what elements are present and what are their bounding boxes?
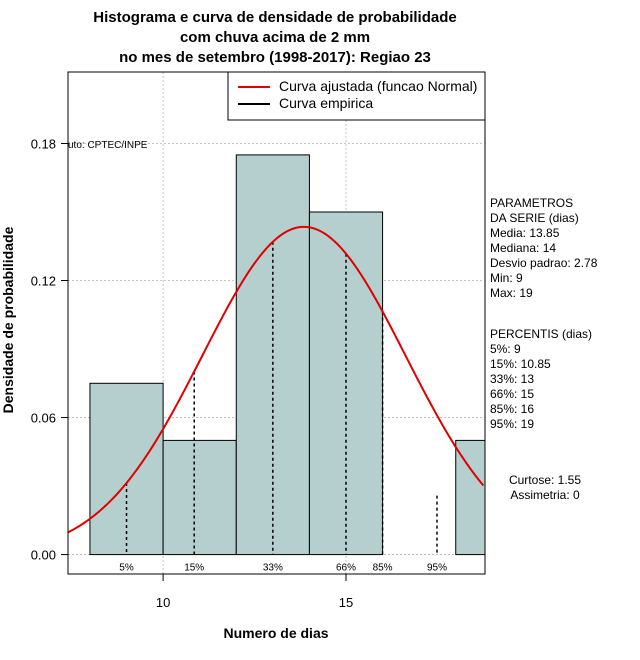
title-line-2: com chuva acima de 2 mm (180, 29, 370, 46)
normal-curve-line (67, 225, 485, 534)
percentil-line: 66%: 15 (490, 387, 534, 401)
legend-label-empirical: Curva empirica (279, 95, 373, 111)
histogram-bar (162, 439, 237, 556)
percentile-label: 85% (373, 563, 393, 574)
histogram-bars (89, 154, 486, 556)
param-line: DA SERIE (dias) (490, 211, 579, 225)
y-tick-label: 0.12 (31, 274, 56, 289)
percentil-line: PERCENTIS (dias) (490, 327, 592, 341)
percentil-line: 15%: 10.85 (490, 357, 551, 371)
shape-line: Curtose: 1.55 (509, 473, 581, 487)
legend-label-normal: Curva ajustada (funcao Normal) (279, 78, 477, 94)
percentil-line: 33%: 13 (490, 372, 534, 386)
y-tick-label: 0.06 (31, 411, 56, 426)
title-line-1: Histograma e curva de densidade de proba… (93, 9, 456, 26)
param-line: PARAMETROS (490, 196, 573, 210)
param-line: Min: 9 (490, 271, 523, 285)
x-tick-label: 15 (339, 595, 353, 610)
percentile-label: 5% (119, 563, 134, 574)
side-percentis-panel: PERCENTIS (dias) 5%: 9 15%: 10.85 33%: 1… (490, 327, 592, 431)
percentile-label: 15% (184, 563, 204, 574)
source-annotation: uto: CPTEC/INPE (68, 140, 148, 151)
x-tick-label: 10 (156, 595, 170, 610)
x-axis: 10 15 (156, 574, 353, 610)
percentil-line: 5%: 9 (490, 342, 521, 356)
y-tick-label: 0.18 (31, 136, 56, 151)
percentil-line: 85%: 16 (490, 402, 534, 416)
y-axis: 0.00 0.06 0.12 0.18 (31, 136, 68, 563)
y-tick-label: 0.00 (31, 548, 56, 563)
title-line-3: no mes de setembro (1998-2017): Regiao 2… (119, 49, 431, 66)
param-line: Media: 13.85 (490, 226, 560, 240)
percentile-label: 95% (427, 563, 447, 574)
histogram-bar (455, 439, 486, 556)
percentile-label: 33% (263, 563, 283, 574)
percentile-lines: 5% 15% 33% 66% 85% 95% (119, 241, 447, 574)
percentil-line: 95%: 19 (490, 417, 534, 431)
chart-title: Histograma e curva de densidade de proba… (93, 9, 456, 66)
histogram-bar (308, 211, 384, 556)
legend-box (227, 71, 486, 121)
param-line: Desvio padrao: 2.78 (490, 256, 598, 270)
x-axis-title: Numero de dias (223, 625, 328, 641)
histogram-bar (89, 382, 164, 556)
param-line: Mediana: 14 (490, 241, 556, 255)
y-axis-title: Densidade de probabilidade (0, 226, 16, 413)
legend: Curva ajustada (funcao Normal) Curva emp… (227, 71, 486, 121)
param-line: Max: 19 (490, 286, 533, 300)
percentile-label: 66% (336, 563, 356, 574)
shape-line: Assimetria: 0 (510, 488, 580, 502)
